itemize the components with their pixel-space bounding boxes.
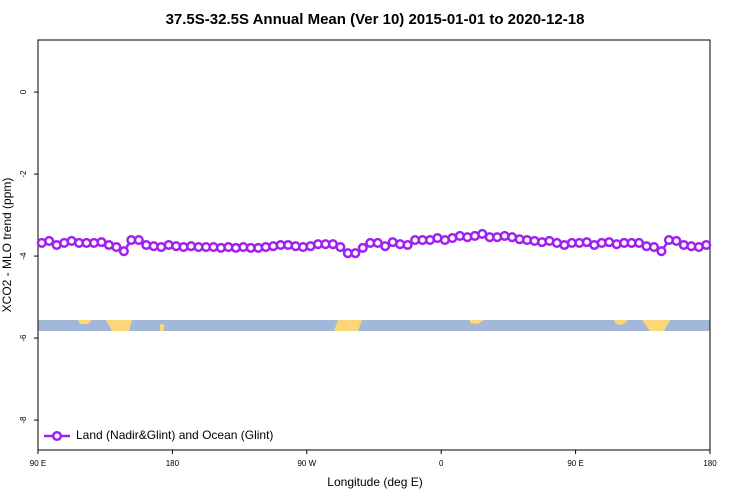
x-axis-label: Longitude (deg E): [327, 475, 422, 489]
y-tick-label: -4: [19, 252, 28, 260]
data-point: [701, 239, 712, 251]
data-point: [335, 242, 346, 253]
data-point: [402, 239, 413, 251]
data-point: [671, 235, 682, 246]
land-patch: [78, 320, 92, 324]
data-point: [648, 242, 660, 253]
data-point: [118, 246, 129, 257]
y-tick-label: -6: [19, 334, 28, 342]
land-patch: [160, 324, 165, 331]
land-patch: [470, 320, 484, 324]
data-point: [380, 241, 391, 252]
x-tick-label: 90 W: [297, 459, 316, 468]
x-tick-label: 180: [703, 459, 717, 468]
x-tick-label: 180: [166, 459, 180, 468]
land-patch: [106, 320, 132, 331]
land-patch: [334, 320, 362, 331]
data-point: [133, 235, 144, 246]
land-patch: [642, 320, 670, 331]
chart-title: 37.5S-32.5S Annual Mean (Ver 10) 2015-01…: [166, 11, 585, 28]
y-tick-label: -8: [19, 416, 28, 424]
data-point: [44, 235, 55, 246]
data-point: [357, 242, 368, 253]
data-point: [111, 242, 122, 253]
data-point: [350, 248, 361, 259]
land-ocean-strip: [38, 320, 710, 331]
y-tick-label: 0: [19, 89, 28, 94]
y-tick-label: -2: [19, 170, 28, 178]
y-axis-label: XCO2 - MLO trend (ppm): [0, 178, 14, 313]
land-patch: [614, 320, 628, 325]
ocean-band: [38, 320, 710, 331]
legend-label: Land (Nadir&Glint) and Ocean (Glint): [76, 428, 273, 442]
x-tick-label: 0: [439, 459, 444, 468]
x-tick-label: 90 E: [567, 459, 583, 468]
legend-swatch-marker: [51, 430, 63, 442]
x-tick-label: 90 E: [30, 459, 46, 468]
data-point: [656, 246, 667, 257]
